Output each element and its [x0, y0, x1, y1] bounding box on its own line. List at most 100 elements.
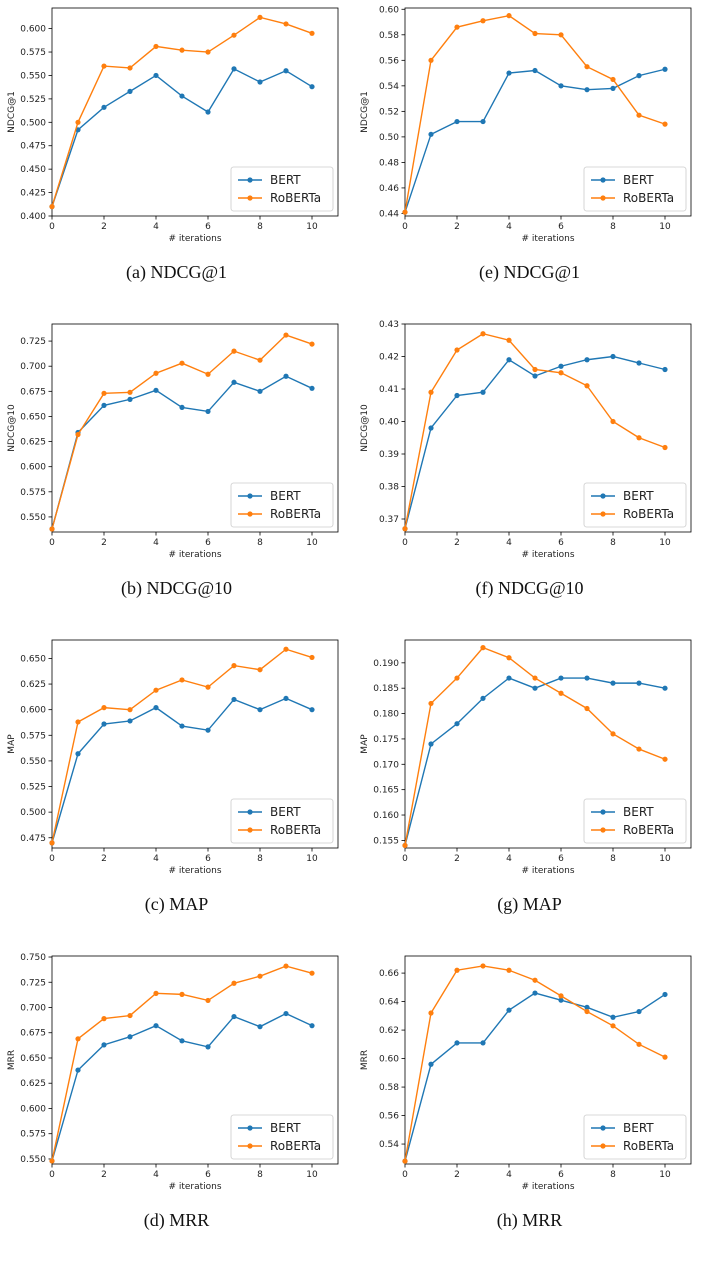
x-tick-label: 2	[454, 854, 460, 864]
x-tick-label: 6	[558, 538, 564, 548]
data-point-bert	[101, 1042, 107, 1048]
legend-label-bert: BERT	[270, 805, 301, 819]
data-point-roberta	[610, 418, 616, 425]
data-point-roberta	[179, 677, 185, 683]
chart-caption: (b) NDCG@10	[120, 578, 233, 598]
plot-frame	[51, 639, 339, 849]
data-point-bert	[662, 685, 668, 691]
x-tick-label: 10	[659, 854, 671, 864]
legend-label-roberta: RoBERTa	[270, 191, 321, 205]
y-tick-label: 0.600	[20, 706, 46, 716]
data-point-roberta	[480, 645, 486, 651]
data-point-bert	[309, 707, 315, 713]
x-tick-label: 2	[101, 222, 107, 232]
x-axis-label: # iterations	[521, 1182, 574, 1192]
x-tick-label: 4	[153, 222, 159, 232]
data-point-roberta	[179, 47, 185, 53]
x-tick-label: 2	[101, 854, 107, 864]
x-tick-label: 6	[558, 222, 564, 232]
data-point-roberta	[454, 347, 460, 353]
y-tick-label: 0.54	[379, 1140, 399, 1150]
data-point-bert	[257, 79, 263, 85]
data-point-bert	[179, 723, 185, 729]
y-tick-label: 0.160	[373, 811, 399, 821]
data-point-bert	[101, 721, 107, 727]
data-point-roberta	[610, 76, 616, 83]
legend: BERT RoBERTa	[230, 482, 334, 528]
data-point-bert	[506, 70, 512, 76]
data-point-roberta	[309, 30, 315, 36]
data-point-roberta	[75, 119, 81, 125]
data-point-roberta	[480, 331, 486, 337]
y-tick-label: 0.60	[379, 1055, 399, 1065]
data-point-bert	[558, 363, 564, 369]
data-point-bert	[636, 360, 642, 366]
y-tick-label: 0.625	[20, 1079, 46, 1089]
data-point-bert	[662, 366, 668, 373]
y-tick-label: 0.550	[20, 1155, 46, 1165]
legend-marker-bert	[247, 1125, 253, 1131]
y-tick-label: 0.37	[379, 515, 399, 525]
legend-box	[230, 482, 334, 528]
y-tick-label: 0.185	[373, 684, 399, 694]
data-point-roberta	[127, 1012, 133, 1019]
x-tick-label: 0	[49, 538, 55, 548]
y-tick-label: 0.575	[20, 488, 46, 498]
data-point-bert	[584, 357, 590, 363]
data-point-roberta	[584, 1008, 590, 1015]
x-axis-label: # iterations	[168, 234, 221, 244]
legend: BERT RoBERTa	[583, 166, 687, 212]
data-point-bert	[75, 1067, 81, 1073]
data-point-roberta	[283, 332, 289, 338]
y-tick-label: 0.165	[373, 786, 399, 796]
legend-label-bert: BERT	[623, 1121, 654, 1135]
legend-marker-bert	[247, 493, 253, 499]
x-tick-label: 8	[610, 854, 616, 864]
data-point-roberta	[283, 963, 289, 969]
data-point-bert	[257, 1024, 263, 1030]
legend-marker-bert	[600, 1125, 606, 1131]
plot-frame	[51, 955, 339, 1165]
x-axis-label: # iterations	[168, 550, 221, 560]
legend-box	[583, 1114, 687, 1160]
data-point-roberta	[231, 348, 237, 354]
y-tick-label: 0.600	[20, 1104, 46, 1114]
y-tick-label: 0.700	[20, 1003, 46, 1013]
data-point-bert	[610, 1014, 616, 1020]
y-tick-label: 0.400	[20, 212, 46, 222]
x-tick-label: 0	[49, 854, 55, 864]
chart-panel-0: 0 2 4 6 8 10 0.400 0.425 0.450 0.475 0.500 0.525 0.5…	[0, 0, 353, 316]
plot-frame	[51, 7, 339, 217]
data-point-roberta	[532, 366, 538, 373]
y-tick-label: 0.600	[20, 463, 46, 473]
y-tick-label: 0.675	[20, 1029, 46, 1039]
y-tick-label: 0.625	[20, 680, 46, 690]
data-point-roberta	[127, 707, 133, 713]
plot-frame	[51, 323, 339, 533]
data-point-roberta	[610, 731, 616, 737]
x-tick-label: 0	[402, 1170, 408, 1180]
y-tick-label: 0.500	[20, 118, 46, 128]
legend: BERT RoBERTa	[230, 1114, 334, 1160]
data-point-bert	[101, 402, 107, 408]
data-point-roberta	[662, 121, 668, 127]
x-axis-label: # iterations	[168, 1182, 221, 1192]
data-point-roberta	[558, 993, 564, 999]
plot-frame	[404, 7, 692, 217]
x-tick-label: 6	[558, 854, 564, 864]
data-point-bert	[532, 67, 538, 74]
data-point-bert	[309, 1023, 315, 1029]
legend-label-roberta: RoBERTa	[623, 191, 674, 205]
data-point-roberta	[283, 646, 289, 652]
legend-label-roberta: RoBERTa	[270, 507, 321, 521]
y-tick-label: 0.575	[20, 731, 46, 741]
y-tick-label: 0.750	[20, 953, 46, 963]
data-point-bert	[636, 1008, 642, 1015]
legend-marker-roberta	[247, 195, 253, 201]
legend-box	[583, 482, 687, 528]
x-tick-label: 10	[659, 1170, 671, 1180]
y-tick-label: 0.50	[379, 133, 399, 143]
data-point-roberta	[127, 65, 133, 71]
legend: BERT RoBERTa	[230, 166, 334, 212]
y-tick-label: 0.38	[379, 483, 399, 493]
